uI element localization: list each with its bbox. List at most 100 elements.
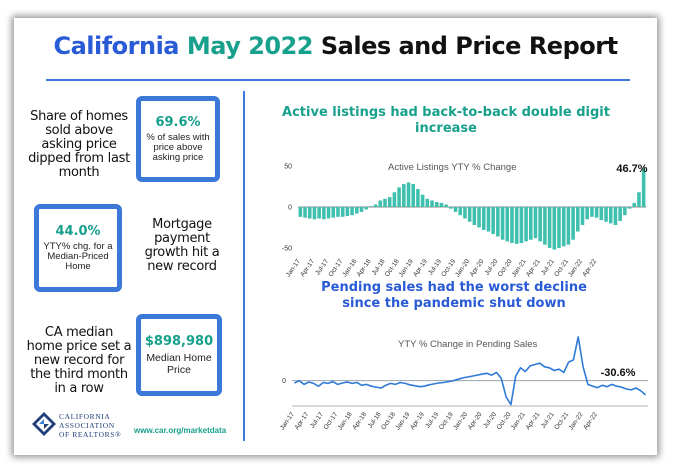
- data-bar: [533, 207, 538, 239]
- data-bar: [557, 207, 561, 248]
- data-bar: [519, 207, 524, 243]
- data-bar: [340, 207, 345, 217]
- data-bar: [425, 198, 430, 207]
- data-bar: [402, 184, 406, 207]
- data-bar: [449, 207, 453, 209]
- data-bar: [303, 207, 307, 218]
- data-bar: [590, 207, 594, 217]
- stat-description-mortgage: Mortgage payment growth hit a new record: [144, 217, 220, 274]
- data-bar: [392, 192, 397, 207]
- x-tick-label: Apr-17: [299, 258, 316, 278]
- data-bar: [627, 207, 632, 209]
- stat-caption-above-asking: % of sales with price above asking price: [146, 132, 210, 163]
- data-bar: [307, 207, 312, 219]
- data-bar: [604, 207, 608, 222]
- stat-value-mortgage: 44.0%: [55, 224, 101, 239]
- report-title: California May 2022 Sales and Price Repo…: [14, 32, 657, 60]
- stat-value-above-asking: 69.6%: [155, 115, 201, 130]
- data-bar: [359, 207, 364, 212]
- title-month: May 2022: [186, 32, 314, 60]
- data-bar: [608, 207, 613, 224]
- data-bar: [406, 182, 411, 207]
- title-state: California: [53, 32, 179, 60]
- data-bar: [481, 207, 486, 230]
- x-tick-label: Apr-20: [467, 411, 484, 431]
- data-bar: [585, 207, 590, 220]
- x-tick-label: Apr-17: [294, 411, 311, 431]
- data-bar: [538, 207, 542, 242]
- data-bar: [571, 207, 575, 240]
- data-bar: [561, 207, 566, 247]
- data-bar: [599, 207, 604, 221]
- data-bar: [576, 207, 580, 232]
- data-bar: [637, 192, 641, 207]
- data-bar: [524, 207, 528, 242]
- data-bar: [420, 194, 425, 207]
- data-bar: [383, 198, 387, 207]
- column-divider: [243, 91, 245, 441]
- data-bar: [623, 207, 627, 216]
- data-bar: [434, 202, 439, 207]
- latest-value-callout: 46.7%: [616, 163, 647, 175]
- data-bar: [458, 207, 463, 216]
- data-bar: [552, 207, 557, 250]
- data-bar: [411, 184, 416, 207]
- pending-sales-chart: YTY % Change in Pending Sales0Jan-17Apr-…: [279, 336, 648, 431]
- market-data-link[interactable]: www.car.org/marketdata: [134, 426, 227, 435]
- data-bar: [416, 189, 420, 207]
- data-bar: [613, 207, 618, 225]
- data-bar: [331, 207, 336, 218]
- data-bar: [373, 204, 378, 207]
- data-bar: [496, 207, 500, 237]
- x-tick-label: Apr-21: [525, 258, 542, 278]
- stat-value-median-price: $898,980: [144, 334, 214, 349]
- data-bar: [505, 207, 510, 242]
- data-bar: [463, 207, 467, 219]
- data-bar: [387, 197, 392, 207]
- title-rest: Sales and Price Report: [320, 32, 618, 60]
- stat-caption-mortgage: YTY% chg. for a Median-Priced Home: [43, 241, 113, 272]
- data-bar: [430, 200, 434, 207]
- data-bar: [632, 202, 637, 207]
- series-line: [294, 336, 647, 406]
- data-bar: [378, 200, 383, 207]
- active-listings-chart: Active Listings YTY % Change500-50Jan-17…: [282, 162, 648, 278]
- y-tick-label: -50: [282, 245, 292, 252]
- x-tick-label: Apr-18: [356, 258, 373, 278]
- y-tick-label: 0: [288, 205, 292, 212]
- data-bar: [543, 207, 547, 245]
- data-bar: [312, 207, 317, 220]
- data-bar: [514, 207, 519, 244]
- x-tick-label: Apr-20: [468, 258, 485, 278]
- chart-inner-label: YTY % Change in Pending Sales: [398, 339, 537, 350]
- data-bar: [397, 187, 401, 207]
- data-bar: [322, 207, 326, 220]
- title-divider: [46, 79, 630, 81]
- x-tick-label: Apr-22: [582, 411, 599, 431]
- data-bar: [345, 207, 350, 216]
- data-bar: [580, 207, 585, 225]
- data-bar: [350, 207, 354, 216]
- data-bar: [453, 207, 458, 212]
- x-tick-label: Apr-22: [581, 258, 598, 278]
- x-tick-label: Apr-18: [351, 411, 368, 431]
- data-bar: [326, 207, 331, 219]
- stat-box-median-price: $898,980 Median Home Price: [136, 314, 222, 396]
- data-bar: [641, 168, 646, 207]
- data-bar: [486, 207, 491, 232]
- data-bar: [500, 207, 505, 240]
- x-tick-label: Apr-21: [524, 411, 541, 431]
- data-bar: [594, 207, 599, 218]
- data-bar: [364, 207, 368, 210]
- stat-box-mortgage: 44.0% YTY% chg. for a Median-Priced Home: [34, 204, 122, 292]
- x-tick-label: Apr-19: [409, 411, 426, 431]
- car-logo-text: CALIFORNIA ASSOCIATION OF REALTORS®: [59, 412, 122, 439]
- active-listings-chart-title: Active listings had back-to-back double …: [282, 105, 610, 136]
- stat-description-median-price: CA median home price set a new record fo…: [26, 325, 132, 396]
- data-bar: [472, 207, 477, 225]
- x-tick-label: Apr-19: [412, 258, 429, 278]
- data-bar: [510, 207, 514, 243]
- data-bar: [439, 202, 444, 207]
- pending-sales-chart-title: Pending sales had the worst decline sinc…: [321, 280, 587, 311]
- data-bar: [467, 207, 472, 222]
